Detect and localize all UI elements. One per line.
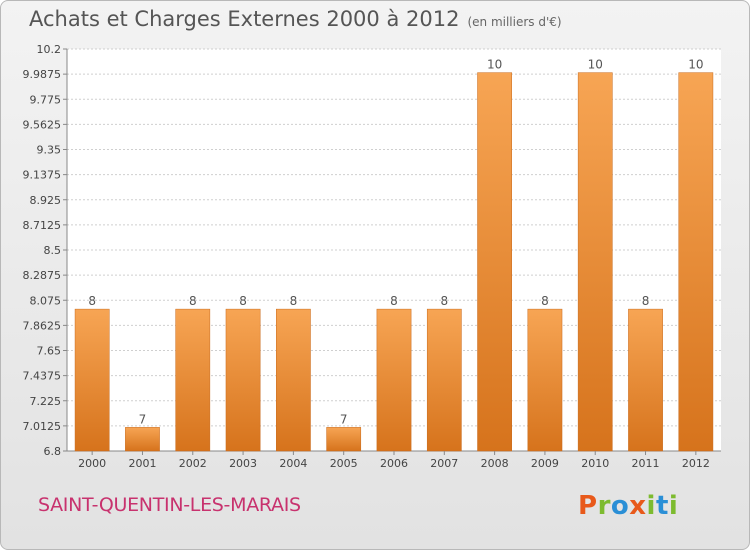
data-label-2007: 8: [440, 294, 448, 308]
bar-group: 8: [628, 294, 663, 452]
x-tick-label-2001: 2001: [128, 457, 156, 470]
y-tick-label: 8.2875: [23, 269, 62, 282]
data-label-2005: 7: [340, 412, 348, 426]
bar-group: 10: [678, 58, 714, 452]
y-tick-label: 6.8: [44, 445, 62, 458]
bar-group: 8: [426, 294, 462, 452]
x-tick-label-2006: 2006: [380, 457, 408, 470]
bar-group: 8: [376, 294, 412, 452]
y-tick-label: 9.775: [30, 93, 62, 106]
bar-2001: [125, 427, 160, 452]
x-tick-label-2008: 2008: [481, 457, 509, 470]
data-label-2008: 10: [487, 58, 502, 72]
bar-group: 8: [527, 294, 563, 452]
bar-group: 8: [74, 294, 110, 452]
y-tick-label: 7.0125: [23, 420, 62, 433]
x-tick-label-2007: 2007: [430, 457, 458, 470]
y-tick-label: 7.65: [37, 345, 62, 358]
data-label-2002: 8: [189, 294, 197, 308]
data-label-2001: 7: [139, 412, 147, 426]
x-tick-label-2003: 2003: [229, 457, 257, 470]
bar-group: 8: [175, 294, 211, 452]
y-tick-label: 8.925: [30, 194, 62, 207]
data-label-2000: 8: [88, 294, 96, 308]
bar-group: 8: [276, 294, 311, 452]
y-tick-label: 8.5: [44, 244, 62, 257]
bar-2002: [175, 308, 211, 452]
chart-title-text: Achats et Charges Externes 2000 à 2012: [29, 7, 460, 31]
x-tick-label-2011: 2011: [632, 457, 660, 470]
x-tick-label-2004: 2004: [279, 457, 307, 470]
y-tick-label: 9.1375: [23, 169, 62, 182]
bar-2012: [678, 72, 714, 452]
y-tick-label: 7.4375: [23, 370, 62, 383]
bar-2010: [577, 72, 613, 452]
bar-2004: [276, 308, 311, 452]
data-label-2004: 8: [290, 294, 298, 308]
bar-group: 8: [225, 294, 261, 452]
bar-2007: [426, 308, 462, 452]
bar-2005: [326, 427, 362, 452]
y-tick-label: 7.8625: [23, 319, 62, 332]
brand-letter: i: [646, 491, 656, 521]
bar-group: 10: [577, 58, 613, 452]
bar-2008: [477, 72, 512, 452]
x-tick-label-2005: 2005: [330, 457, 358, 470]
x-tick-label-2010: 2010: [581, 457, 609, 470]
x-tick-label-2012: 2012: [682, 457, 710, 470]
brand-letter: t: [655, 491, 669, 521]
chart-title: Achats et Charges Externes 2000 à 2012 (e…: [29, 7, 562, 31]
x-tick-label-2002: 2002: [179, 457, 207, 470]
bar-2011: [628, 308, 663, 452]
bar-2009: [527, 308, 563, 452]
chart-unit: (en milliers d'€): [467, 15, 562, 29]
bar-group: 10: [477, 58, 512, 452]
x-tick-label-2009: 2009: [531, 457, 559, 470]
proxiti-logo: Proxiti: [578, 491, 678, 521]
bar-2003: [225, 308, 261, 452]
brand-letter: r: [597, 491, 611, 521]
bar-2000: [74, 308, 110, 452]
commune-name: SAINT-QUENTIN-LES-MARAIS: [38, 494, 301, 516]
y-tick-label: 9.5625: [23, 118, 62, 131]
x-tick-label-2000: 2000: [78, 457, 106, 470]
y-tick-label: 8.7125: [23, 219, 62, 232]
y-tick-label: 7.225: [30, 395, 62, 408]
brand-letter: P: [578, 491, 598, 521]
y-tick-label: 10.2: [37, 43, 62, 56]
data-label-2006: 8: [390, 294, 398, 308]
y-tick-label: 9.9875: [23, 68, 62, 81]
data-label-2003: 8: [239, 294, 247, 308]
brand-letter: i: [668, 491, 679, 521]
brand-letter: x: [629, 491, 647, 521]
data-label-2009: 8: [541, 294, 549, 308]
y-tick-label: 8.075: [30, 294, 62, 307]
data-label-2012: 10: [688, 58, 703, 72]
y-tick-label: 9.35: [37, 144, 62, 157]
bar-2006: [376, 308, 412, 452]
data-label-2011: 8: [642, 294, 650, 308]
brand-letter: o: [610, 491, 630, 521]
data-label-2010: 10: [588, 58, 603, 72]
